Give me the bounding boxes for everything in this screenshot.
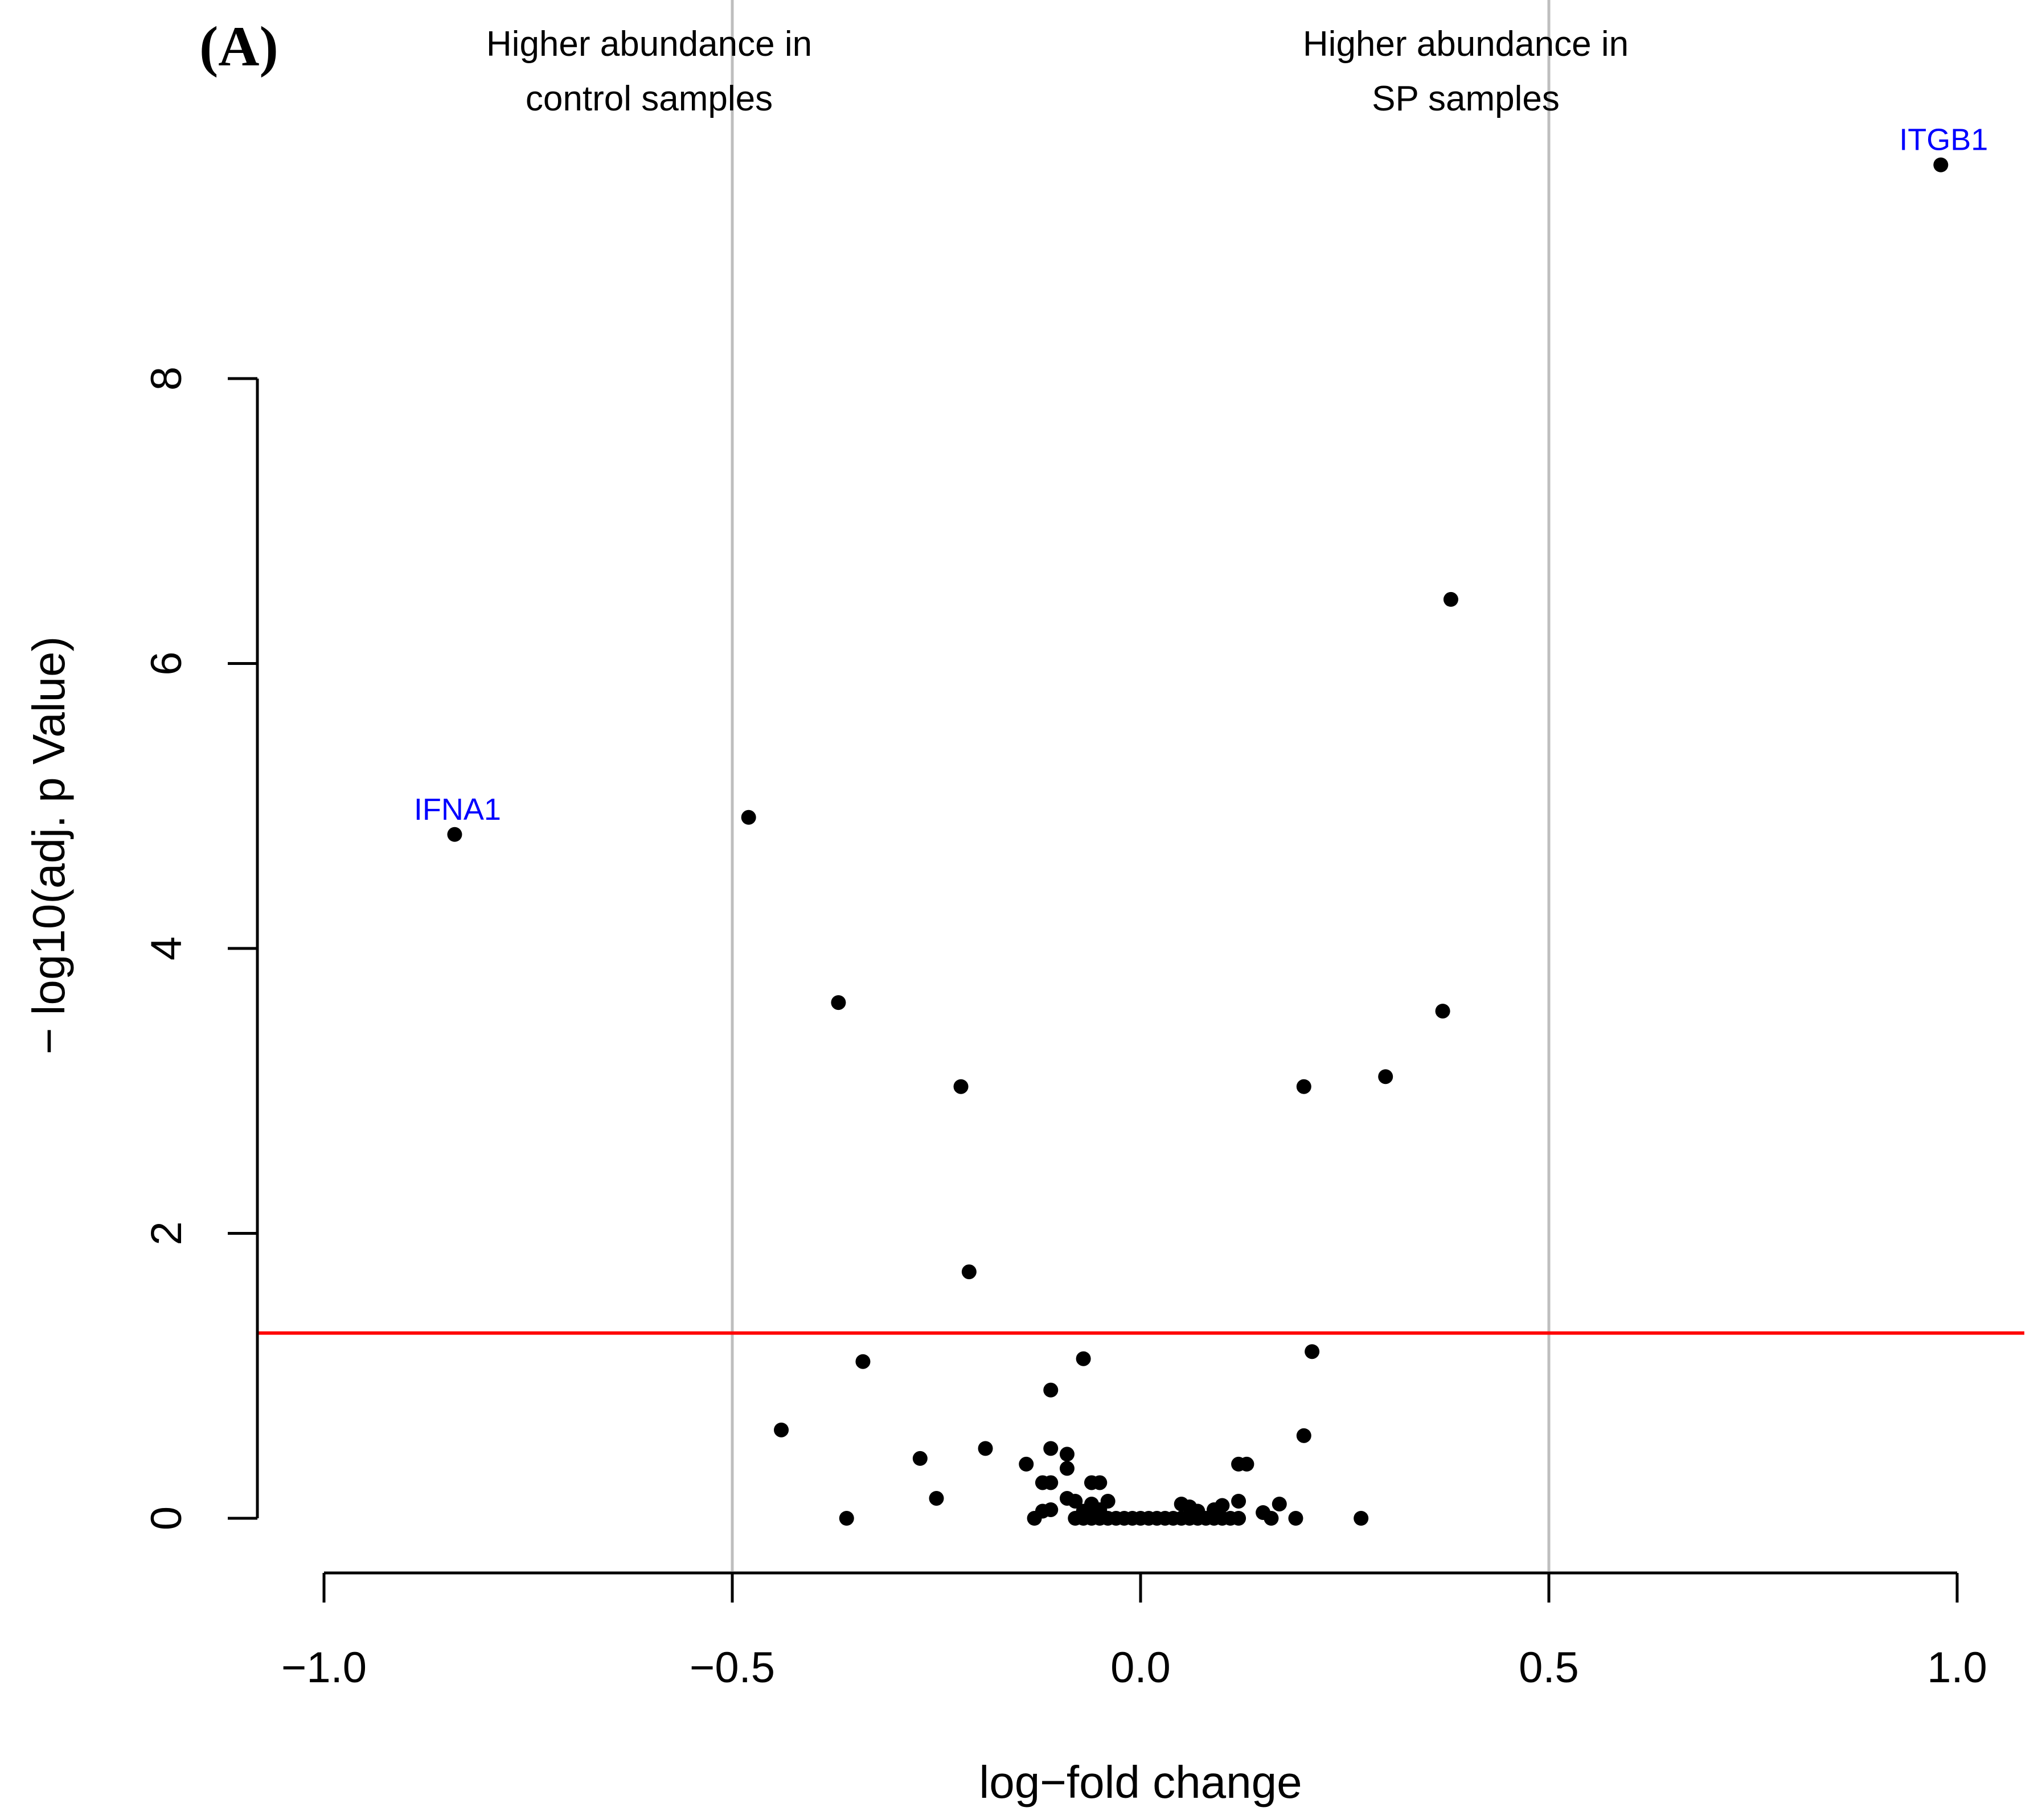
x-tick-label: 0.0: [1110, 1644, 1171, 1692]
data-point: [1043, 1502, 1059, 1517]
data-point: [831, 995, 846, 1010]
data-point: [1019, 1456, 1034, 1472]
data-point: [1027, 1511, 1042, 1526]
y-tick-label: 0: [142, 1506, 191, 1530]
x-tick-label: −1.0: [281, 1644, 367, 1692]
region-label: Higher abundance in: [486, 24, 812, 64]
guide-lines: [257, 0, 2024, 1571]
labeled-data-point: [1933, 157, 1949, 172]
labeled-data-point: [447, 827, 462, 842]
gene-label: ITGB1: [1899, 123, 1988, 157]
data-point: [1076, 1351, 1091, 1366]
x-axis-title: log−fold change: [979, 1757, 1302, 1807]
data-point: [1288, 1511, 1303, 1526]
region-label: Higher abundance in: [1303, 24, 1629, 64]
axes: 0 2 4 6 8 −1.0 −0.5 0.0 0.5 1.0: [142, 367, 1987, 1692]
data-point: [1264, 1511, 1279, 1526]
data-point: [953, 1079, 969, 1094]
data-point: [1059, 1461, 1075, 1476]
x-tick-label: 1.0: [1927, 1644, 1987, 1692]
panel-label: (A): [199, 15, 278, 78]
gene-label: IFNA1: [414, 792, 501, 827]
data-points: [447, 157, 1949, 1526]
data-point: [1272, 1496, 1287, 1511]
data-point: [741, 810, 756, 825]
data-point: [1043, 1475, 1059, 1490]
data-point: [1239, 1456, 1254, 1472]
data-point: [1068, 1493, 1083, 1509]
data-point: [961, 1264, 977, 1280]
data-point: [912, 1451, 928, 1466]
data-point: [1354, 1511, 1369, 1526]
data-point: [1231, 1511, 1246, 1526]
region-label: control samples: [526, 79, 773, 118]
data-point: [1296, 1428, 1311, 1443]
data-point: [1043, 1441, 1059, 1456]
region-label: SP samples: [1372, 79, 1560, 118]
y-tick-label: 8: [142, 367, 191, 391]
x-tick-label: −0.5: [690, 1644, 775, 1692]
y-axis-title: − log10(adj. p Value): [23, 636, 74, 1055]
data-point: [855, 1354, 871, 1369]
x-tick-label: 0.5: [1519, 1644, 1579, 1692]
y-tick-label: 6: [142, 651, 191, 675]
data-point: [1378, 1069, 1393, 1084]
data-point: [1305, 1344, 1320, 1359]
data-point: [1435, 1004, 1450, 1019]
data-point: [929, 1490, 944, 1506]
data-point: [1059, 1447, 1075, 1462]
data-point: [839, 1511, 854, 1526]
chart-text: Higher abundance in control samples Higher…: [23, 15, 1988, 1807]
data-point: [1231, 1493, 1246, 1509]
data-point: [774, 1422, 789, 1437]
data-point: [1043, 1382, 1059, 1398]
data-point: [1092, 1475, 1108, 1490]
y-tick-label: 4: [142, 936, 191, 960]
data-point: [1296, 1079, 1311, 1094]
data-point: [978, 1441, 993, 1456]
data-point: [1443, 591, 1458, 607]
y-tick-label: 2: [142, 1221, 191, 1245]
